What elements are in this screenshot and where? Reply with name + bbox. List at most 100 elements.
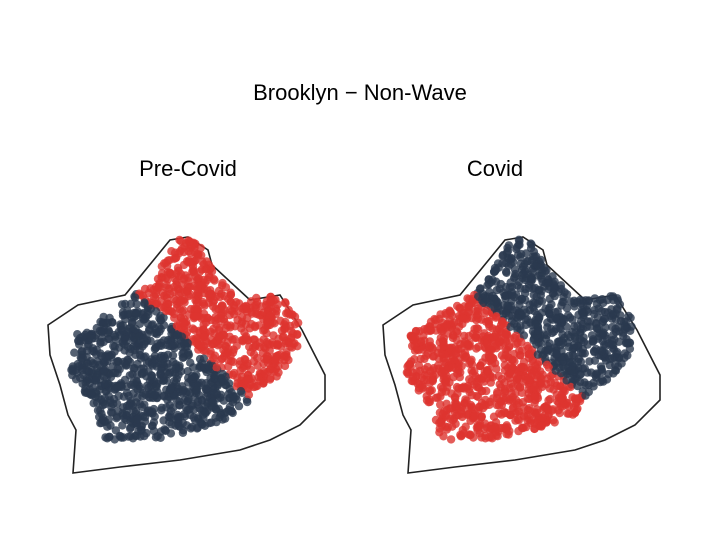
point (175, 304, 185, 314)
point (133, 414, 142, 424)
point (410, 355, 419, 364)
point (420, 365, 429, 374)
point (578, 296, 587, 305)
point (543, 278, 552, 287)
point (543, 318, 552, 327)
point (96, 317, 105, 327)
point (153, 339, 162, 348)
point (123, 310, 132, 319)
point (198, 297, 207, 307)
point (404, 361, 413, 370)
point (254, 373, 263, 382)
point (536, 255, 546, 265)
point (279, 332, 288, 341)
point (516, 363, 525, 372)
point (140, 400, 149, 409)
point (562, 376, 571, 385)
point (467, 313, 477, 323)
point (545, 303, 554, 312)
point (577, 306, 586, 315)
point (241, 332, 251, 341)
point (465, 403, 474, 412)
point (126, 323, 135, 332)
point (86, 356, 95, 366)
point (233, 307, 242, 316)
point (286, 333, 296, 342)
point (243, 397, 252, 407)
point (565, 313, 575, 322)
point (162, 299, 172, 308)
point (525, 404, 534, 413)
point (233, 315, 242, 325)
point (598, 346, 607, 356)
point (566, 382, 575, 392)
point (501, 259, 511, 268)
point (165, 256, 174, 265)
point (155, 327, 164, 336)
point (260, 369, 269, 378)
point (559, 292, 568, 302)
point (618, 328, 628, 337)
point (524, 349, 534, 358)
point (549, 416, 558, 425)
point (247, 319, 256, 329)
point (524, 373, 533, 382)
point (588, 337, 597, 346)
point (589, 382, 598, 391)
point (482, 366, 492, 375)
point (191, 296, 200, 305)
point (562, 322, 571, 331)
point (416, 337, 426, 346)
point (603, 295, 612, 305)
point (74, 362, 84, 371)
point (614, 322, 623, 332)
point (446, 308, 456, 318)
point (122, 415, 131, 425)
point (140, 299, 149, 309)
point (212, 388, 221, 398)
point (97, 418, 106, 428)
point (257, 302, 267, 311)
point (487, 344, 497, 353)
point (530, 283, 540, 293)
figure-title: Brooklyn − Non-Wave (253, 80, 467, 105)
point (172, 321, 182, 330)
point (551, 313, 560, 322)
point (468, 297, 477, 306)
point (105, 351, 114, 360)
point (559, 314, 568, 324)
point (178, 382, 187, 391)
point (465, 375, 474, 384)
point (142, 359, 152, 368)
point (424, 398, 433, 407)
point (549, 288, 558, 298)
point (167, 247, 176, 256)
point (95, 360, 104, 370)
point (173, 331, 182, 340)
point (234, 401, 244, 411)
point (87, 334, 97, 343)
point (591, 371, 600, 380)
point (489, 412, 499, 421)
point (109, 341, 118, 351)
point (135, 319, 145, 328)
point (108, 318, 117, 327)
point (243, 313, 252, 323)
point (255, 338, 264, 347)
point (536, 378, 545, 387)
point (470, 413, 479, 422)
point (236, 387, 246, 396)
point (423, 326, 432, 335)
point (70, 348, 79, 357)
point (597, 306, 606, 316)
point (439, 432, 448, 441)
point (185, 282, 195, 292)
point (211, 316, 220, 325)
point (505, 396, 514, 405)
point (557, 356, 566, 365)
point (515, 383, 525, 392)
point (431, 415, 441, 425)
point (137, 369, 147, 378)
point (130, 293, 140, 302)
point (172, 253, 181, 262)
